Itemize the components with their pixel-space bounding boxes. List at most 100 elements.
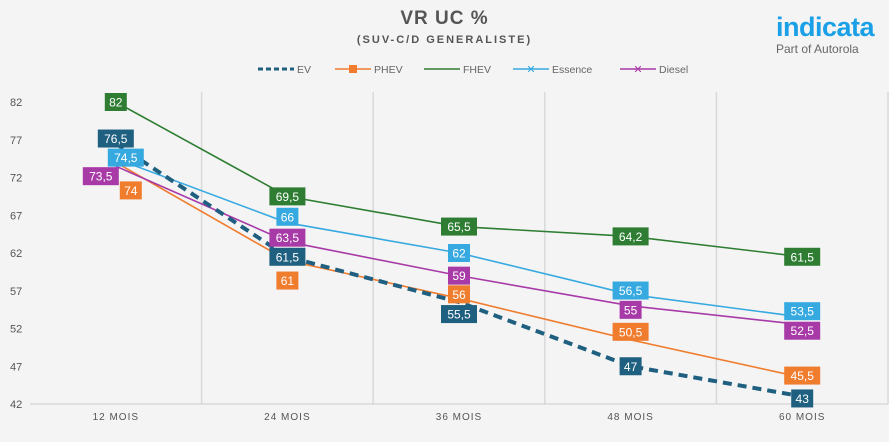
legend-label: FHEV [463, 64, 491, 76]
legend-x-marker: ✕ [633, 64, 642, 76]
y-tick-label: 52 [10, 324, 22, 336]
data-label-text: 73,5 [89, 170, 113, 184]
data-label-essence: 53,5 [784, 302, 821, 321]
data-label-diesel: 63,5 [269, 228, 306, 247]
data-label-ev: 43 [791, 389, 814, 408]
data-label-diesel: 52,5 [784, 321, 821, 340]
y-tick-label: 42 [10, 399, 22, 411]
data-label-phev: 45,5 [784, 366, 821, 385]
y-tick-label: 47 [10, 361, 22, 373]
data-label-box [119, 181, 142, 200]
legend-label: Diesel [659, 64, 688, 76]
data-label-text: 55,5 [447, 308, 471, 322]
data-label-text: 53,5 [791, 305, 815, 319]
data-label-box [619, 300, 642, 319]
data-label-text: 64,2 [619, 230, 643, 244]
data-label-text: 66 [281, 210, 295, 224]
data-label-box [612, 227, 649, 246]
data-label-ev: 55,5 [441, 305, 477, 324]
data-label-text: 62 [452, 247, 466, 261]
legend-x-marker: ✕ [526, 64, 535, 76]
data-label-box [269, 247, 306, 266]
legend-item-fhev: FHEV [424, 64, 491, 76]
data-label-text: 61 [281, 274, 295, 288]
data-label-box [107, 148, 144, 167]
data-label-box [276, 271, 299, 290]
data-label-box [269, 228, 306, 247]
data-label-text: 43 [796, 392, 810, 406]
data-label-essence: 66 [276, 207, 299, 226]
data-label-box [448, 244, 470, 262]
data-label-phev: 61 [276, 271, 299, 290]
logo-tagline: Part of Autorola [776, 42, 859, 56]
data-label-text: 47 [624, 360, 638, 374]
data-label-fhev: 69,5 [269, 187, 306, 206]
data-label-text: 56 [452, 288, 466, 302]
chart-title: VR UC % [400, 8, 489, 29]
legend-label: EV [297, 64, 311, 76]
data-label-text: 82 [109, 96, 123, 110]
legend-label: PHEV [374, 64, 403, 76]
data-label-box [441, 217, 477, 236]
data-label-box [441, 305, 477, 324]
data-label-text: 69,5 [276, 190, 300, 204]
y-tick-label: 77 [10, 135, 22, 147]
data-label-box [784, 366, 821, 385]
data-label-text: 63,5 [276, 231, 300, 245]
x-tick-label: 60 MOIS [779, 412, 825, 423]
data-label-text: 59 [452, 269, 466, 283]
data-label-essence: 56,5 [612, 281, 649, 300]
data-label-text: 76,5 [104, 132, 128, 146]
data-label-text: 52,5 [791, 324, 815, 338]
y-tick-label: 57 [10, 286, 22, 298]
data-label-phev: 50,5 [612, 322, 649, 341]
data-label-diesel: 55 [619, 300, 642, 319]
x-tick-label: 48 MOIS [607, 412, 653, 423]
data-label-text: 74,5 [114, 151, 138, 165]
legend-label: Essence [552, 64, 592, 76]
data-label-fhev: 65,5 [441, 217, 477, 236]
data-label-diesel: 59 [448, 266, 470, 285]
data-label-box [97, 129, 134, 148]
data-label-fhev: 64,2 [612, 227, 649, 246]
x-tick-label: 24 MOIS [264, 412, 310, 423]
data-label-text: 50,5 [619, 325, 643, 339]
legend-item-ev: EV [258, 64, 311, 76]
data-label-ev: 61,5 [269, 247, 306, 266]
data-label-diesel: 73,5 [82, 167, 119, 186]
data-label-box [104, 93, 127, 111]
y-tick-label: 82 [10, 97, 22, 109]
y-tick-label: 72 [10, 173, 22, 185]
y-tick-label: 67 [10, 210, 22, 222]
data-label-fhev: 82 [104, 93, 127, 111]
data-label-box [612, 281, 649, 300]
data-label-box [619, 357, 642, 376]
indicata-logo: indicata [776, 12, 875, 42]
data-label-box [448, 285, 470, 304]
legend-item-phev: PHEV [335, 64, 403, 76]
data-label-ev: 47 [619, 357, 642, 376]
data-label-fhev: 61,5 [784, 247, 821, 266]
data-label-text: 56,5 [619, 284, 643, 298]
x-tick-label: 36 MOIS [436, 412, 482, 423]
data-label-box [784, 247, 821, 266]
data-label-essence: 74,5 [107, 148, 144, 167]
data-label-text: 61,5 [791, 250, 815, 264]
x-tick-label: 12 MOIS [93, 412, 139, 423]
y-tick-label: 62 [10, 248, 22, 260]
data-label-box [276, 207, 299, 226]
data-label-box [612, 322, 649, 341]
data-label-box [82, 167, 119, 186]
data-label-ev: 76,5 [97, 129, 134, 148]
data-label-text: 61,5 [276, 250, 300, 264]
legend-square-marker [349, 65, 357, 73]
data-label-box [784, 321, 821, 340]
data-label-phev: 56 [448, 285, 470, 304]
data-label-text: 65,5 [447, 220, 471, 234]
data-label-text: 55 [624, 303, 638, 317]
data-label-box [448, 266, 470, 285]
legend-item-diesel: ✕ Diesel [620, 64, 688, 76]
data-label-box [269, 187, 306, 206]
data-label-box [791, 389, 814, 408]
